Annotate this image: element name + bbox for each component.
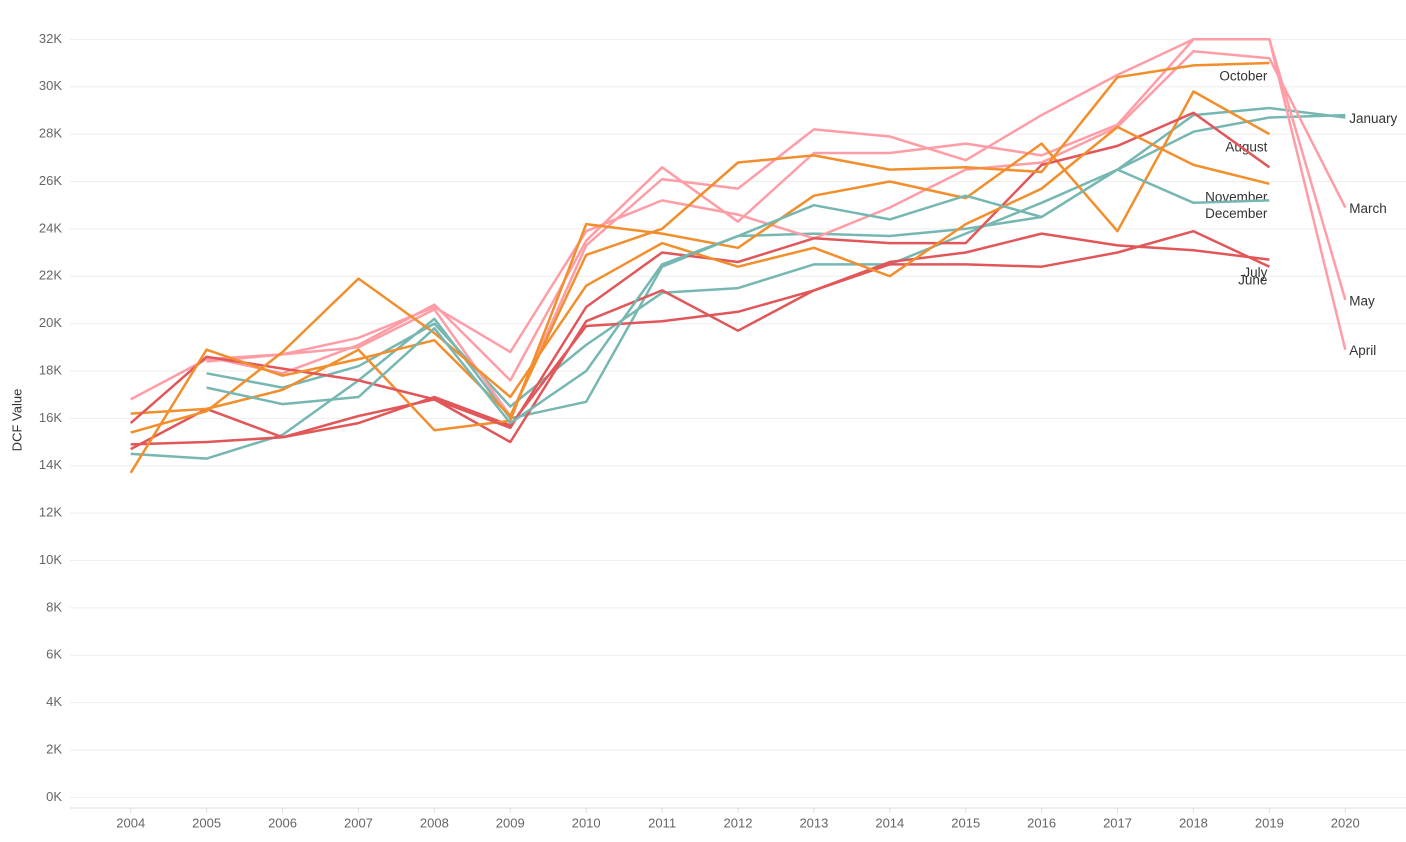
- x-tick-label: 2005: [192, 815, 221, 830]
- x-tick-label: 2010: [572, 815, 601, 830]
- y-tick-label: 12K: [39, 505, 62, 520]
- series-label: May: [1349, 293, 1375, 308]
- series-line: [129, 111, 1271, 430]
- y-tick-label: 32K: [39, 31, 62, 46]
- series-line: [130, 106, 1346, 460]
- x-tick-label: 2015: [951, 815, 980, 830]
- series-line: [206, 113, 1346, 408]
- y-tick-label: 30K: [39, 78, 62, 93]
- series-label: December: [1205, 206, 1268, 221]
- y-tick-label: 6K: [46, 647, 62, 662]
- x-tick-label: 2009: [496, 815, 525, 830]
- x-tick-label: 2016: [1027, 815, 1056, 830]
- series-line: [129, 61, 1270, 474]
- y-tick-label: 10K: [39, 552, 62, 567]
- y-tick-label: 0K: [46, 789, 62, 804]
- series-line: [130, 232, 1270, 451]
- series-line: [206, 38, 1347, 382]
- y-tick-label: 24K: [39, 220, 62, 235]
- x-tick-label: 2020: [1331, 815, 1360, 830]
- y-tick-label: 26K: [39, 173, 62, 188]
- series-line: [130, 229, 1270, 446]
- y-axis-label: DCF Value: [9, 389, 24, 452]
- series-label: October: [1219, 69, 1268, 84]
- x-tick-label: 2014: [875, 815, 904, 830]
- y-tick-label: 20K: [39, 315, 62, 330]
- x-tick-label: 2018: [1179, 815, 1208, 830]
- series-label: July: [1243, 265, 1267, 280]
- x-tick-label: 2013: [799, 815, 828, 830]
- y-tick-label: 28K: [39, 126, 62, 141]
- y-tick-label: 14K: [39, 457, 62, 472]
- series-label: March: [1349, 201, 1387, 216]
- y-tick-label: 22K: [39, 268, 62, 283]
- series-line: [206, 168, 1270, 425]
- y-tick-label: 16K: [39, 410, 62, 425]
- y-tick-label: 2K: [46, 741, 62, 756]
- x-tick-label: 2011: [648, 815, 676, 830]
- series-line: [130, 125, 1270, 434]
- series-label: January: [1349, 111, 1397, 126]
- y-tick-label: 18K: [39, 362, 62, 377]
- y-tick-label: 4K: [46, 694, 62, 709]
- x-tick-label: 2017: [1103, 815, 1132, 830]
- x-tick-label: 2006: [268, 815, 297, 830]
- series-label: April: [1349, 343, 1376, 358]
- x-tick-label: 2007: [344, 815, 373, 830]
- x-tick-label: 2019: [1255, 815, 1284, 830]
- x-tick-label: 2008: [420, 815, 449, 830]
- x-tick-label: 2012: [724, 815, 753, 830]
- series-line: [130, 49, 1347, 401]
- y-tick-label: 8K: [46, 599, 62, 614]
- series-label: August: [1225, 140, 1267, 155]
- series-label: June: [1238, 272, 1267, 287]
- series-line: [130, 90, 1271, 432]
- x-tick-label: 2004: [116, 815, 145, 830]
